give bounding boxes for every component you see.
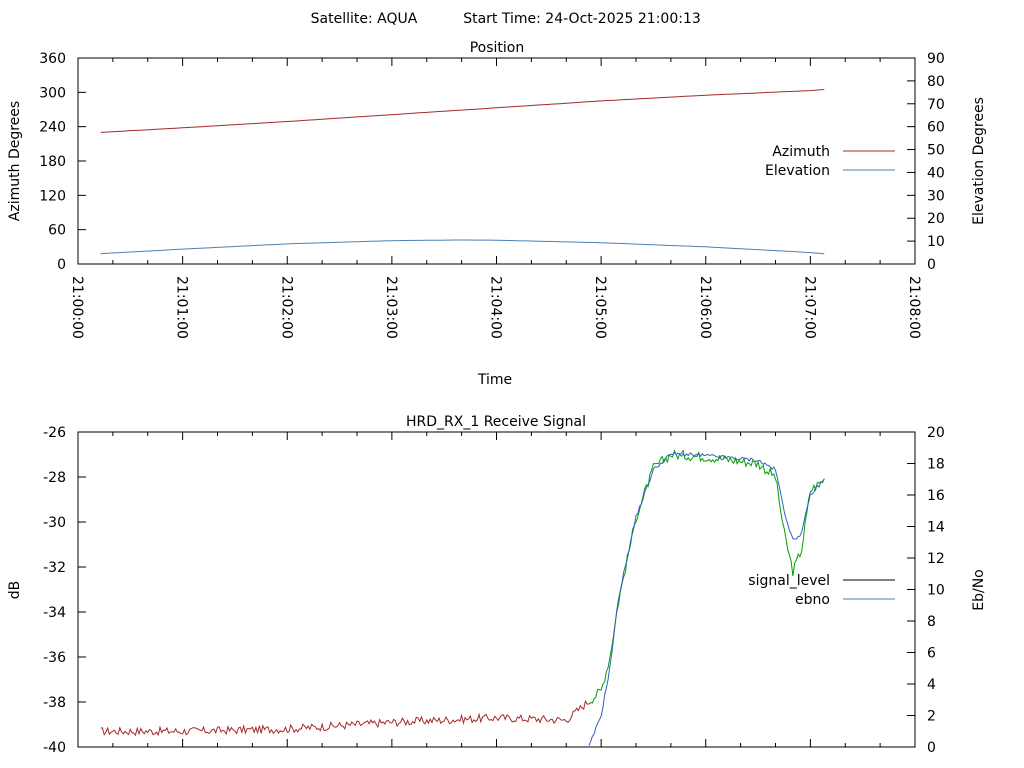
position-y-tick-label: 180 <box>39 154 66 170</box>
position-x-tick-label: 21:01:00 <box>174 276 190 339</box>
position-plot-area <box>77 57 916 265</box>
signal-y2-tick-label: 18 <box>927 457 945 473</box>
signal-y2-tick-label: 16 <box>927 488 945 504</box>
position-x-tick-label: 21:06:00 <box>697 276 713 339</box>
signal-chart-title: HRD_RX_1 Receive Signal <box>406 414 586 430</box>
signal-y-tick-label: -40 <box>43 740 66 756</box>
series-line-elevation <box>100 239 825 255</box>
signal-y-tick-label: -30 <box>43 515 66 531</box>
position-chart-title: Position <box>470 40 525 56</box>
signal-y2-tick-label: 2 <box>927 709 936 725</box>
signal-y2-tick-label: 4 <box>927 677 936 693</box>
position-y2-tick-label: 60 <box>927 120 945 136</box>
position-y-tick-label: 120 <box>39 188 66 204</box>
position-x-tick-label: 21:07:00 <box>801 276 817 339</box>
signal-y-tick-label: -26 <box>43 425 66 441</box>
signal-y-tick-label: -28 <box>43 470 66 486</box>
signal-y-tick-label: -36 <box>43 650 66 666</box>
position-y-tick-label: 360 <box>39 51 66 67</box>
position-y2-tick-label: 0 <box>927 257 936 273</box>
position-y2-tick-label: 50 <box>927 143 945 159</box>
position-x-tick-label: 21:08:00 <box>906 276 922 339</box>
position-x-tick-label: 21:02:00 <box>278 276 294 339</box>
position-y-axis-label: Azimuth Degrees <box>7 101 23 221</box>
signal-y-tick-label: -34 <box>43 605 66 621</box>
legend-label-signal-level: signal_level <box>748 573 830 589</box>
position-y-tick-label: 60 <box>48 223 66 239</box>
position-x-tick-label: 21:05:00 <box>592 276 608 339</box>
signal-y2-tick-label: 8 <box>927 614 936 630</box>
signal-y-axis-label: dB <box>7 581 23 600</box>
position-x-tick-label: 21:03:00 <box>383 276 399 339</box>
position-y-tick-label: 240 <box>39 120 66 136</box>
position-y2-axis-label: Elevation Degrees <box>971 97 987 225</box>
position-y-tick-label: 300 <box>39 85 66 101</box>
position-y2-tick-label: 90 <box>927 51 945 67</box>
position-x-tick-label: 21:04:00 <box>488 276 504 339</box>
signal-y2-tick-label: 6 <box>927 646 936 662</box>
position-y2-tick-label: 70 <box>927 97 945 113</box>
signal-y-tick-label: -38 <box>43 695 66 711</box>
series-line-ebno <box>588 451 825 746</box>
signal-y2-tick-label: 12 <box>927 551 945 567</box>
position-x-axis-label: Time <box>477 372 512 388</box>
position-chart: Position 21:00:00 21:01:00 21:02:00 21:03:0… <box>7 40 987 388</box>
position-y2-tick-label: 30 <box>927 188 945 204</box>
signal-y2-axis-label: Eb/No <box>971 569 987 611</box>
position-y2-tick-label: 80 <box>927 74 945 90</box>
position-y2-tick-label: 10 <box>927 234 945 250</box>
legend-label-azimuth: Azimuth <box>772 144 830 160</box>
signal-y2-tick-label: 0 <box>927 740 936 756</box>
position-y2-tick-label: 40 <box>927 165 945 181</box>
legend-label-elevation: Elevation <box>765 163 830 179</box>
position-y-tick-label: 0 <box>57 257 66 273</box>
series-line-signal-level-low <box>100 699 589 737</box>
signal-y2-tick-label: 14 <box>927 520 945 536</box>
series-line-azimuth <box>100 89 825 133</box>
position-y2-tick-label: 20 <box>927 211 945 227</box>
signal-y-tick-label: -32 <box>43 560 66 576</box>
position-x-tick-label: 21:00:00 <box>69 276 85 339</box>
receive-signal-chart: HRD_RX_1 Receive Signal -26 -28 -30 -32 -34 -… <box>7 414 987 756</box>
signal-plot-area <box>77 431 916 748</box>
satellite-label: Satellite: AQUA <box>311 11 418 27</box>
signal-y2-tick-label: 10 <box>927 583 945 599</box>
legend-label-ebno: ebno <box>795 592 830 608</box>
signal-y2-tick-label: 20 <box>927 425 945 441</box>
start-time-label: Start Time: 24-Oct-2025 21:00:13 <box>463 11 701 27</box>
